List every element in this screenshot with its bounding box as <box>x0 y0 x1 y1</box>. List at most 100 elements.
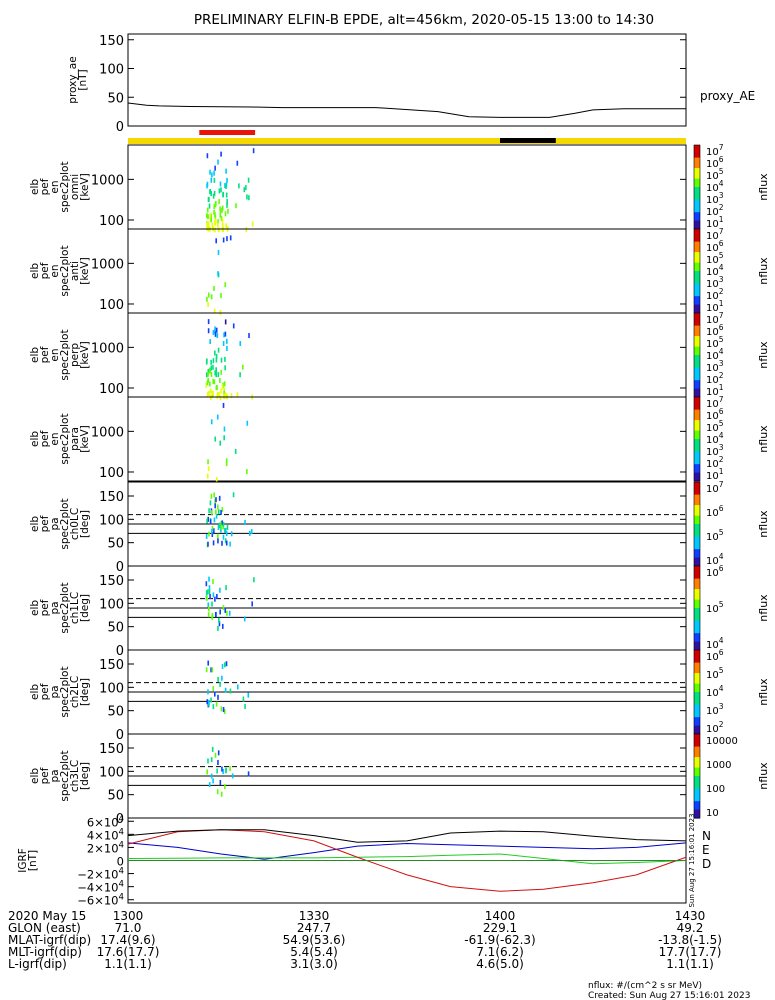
colorbar-segment <box>694 692 700 695</box>
flux-pixel <box>224 282 227 288</box>
colorbar-tick-label: 10000 <box>706 736 738 747</box>
flux-pixel <box>209 189 211 195</box>
flux-pixel <box>219 212 222 218</box>
colorbar-segment <box>694 399 700 402</box>
flux-pixel <box>206 595 208 601</box>
flux-pixel <box>206 518 208 524</box>
colorbar-segment <box>694 182 700 186</box>
colorbar-segment <box>694 226 700 230</box>
flux-pixel <box>248 195 250 201</box>
colorbar-segment <box>694 466 700 469</box>
flux-pixel <box>219 378 221 384</box>
time-axis-value: 1300 <box>113 909 144 923</box>
y-tick-label: 0 <box>116 120 124 135</box>
flux-pixel <box>210 493 213 499</box>
flux-pixel <box>222 605 225 611</box>
spectrogram-panel-8: 10000 1000 100 10 nflux 150 100 50 0 elbpefpaspec… <box>29 733 770 827</box>
flux-pixel <box>210 757 213 763</box>
time-axis-row-label: MLT-igrf(dip) <box>8 945 82 959</box>
flux-pixel <box>214 326 216 332</box>
flux-pixel <box>224 356 226 362</box>
colorbar-segment <box>694 313 700 316</box>
colorbar-tick-label: 107 <box>706 311 724 326</box>
colorbar-segment <box>694 382 700 385</box>
flux-pixel <box>220 509 222 515</box>
colorbar-segment <box>694 782 700 785</box>
flux-pixel <box>217 219 219 225</box>
flux-pixel <box>213 170 215 176</box>
colorbar-segment <box>694 685 700 689</box>
flux-pixel <box>219 780 222 786</box>
colorbar-segment <box>694 296 700 299</box>
flux-pixel <box>222 393 225 399</box>
spectrogram-ylabel-line: pef <box>39 515 51 532</box>
colorbar-segment <box>694 388 700 392</box>
flux-pixel <box>232 492 235 498</box>
igrf-ylabel-line: IGRF <box>17 848 29 873</box>
spectrogram-ylabel-line: pa <box>49 601 61 614</box>
colorbar-segment <box>694 367 700 371</box>
colorbar-segment <box>694 729 700 733</box>
colorbar-segment <box>694 195 700 199</box>
y-tick-label: 6×104 <box>87 814 124 829</box>
flux-pixel <box>222 707 225 713</box>
colorbar-tick-label: 102 <box>706 287 724 302</box>
flux-pixel <box>215 327 218 333</box>
colorbar-segment <box>694 363 700 367</box>
colorbar-tick-label: 103 <box>706 443 724 458</box>
colorbar-tick-label: 102 <box>706 455 724 470</box>
flux-pixel <box>205 533 208 539</box>
colorbar-segment <box>694 262 700 266</box>
flux-pixel <box>223 390 225 396</box>
colorbar-segment <box>694 549 700 552</box>
y-tick-label: 1000 <box>91 257 124 272</box>
colorbar-segment <box>694 418 700 421</box>
spectrogram-panel-5: 107 106 105 104 nflux 150 100 50 0 elbpefpaspec2p… <box>29 480 770 575</box>
colorbar-segment <box>694 536 700 540</box>
spectrogram-ylabel-line: pef <box>39 178 51 195</box>
colorbar-segment <box>694 327 700 331</box>
spectrogram-ylabel-line: para <box>69 427 81 451</box>
colorbar-segment <box>694 260 700 264</box>
colorbar-segment <box>694 578 700 582</box>
y-tick-label: 150 <box>99 574 124 589</box>
colorbar-segment <box>694 618 700 622</box>
flux-pixel <box>215 238 217 244</box>
colorbar-tick-label: 101 <box>706 467 724 482</box>
colorbar-tick-label: 106 <box>706 504 724 519</box>
colorbar-segment <box>694 189 700 192</box>
flux-pixel <box>221 507 224 513</box>
colorbar-tick-label: 107 <box>706 227 724 242</box>
flux-pixel <box>210 213 212 219</box>
flux-pixel <box>224 392 227 398</box>
colorbar-segment <box>694 605 700 609</box>
colorbar-segment <box>694 449 700 453</box>
colorbar-segment <box>694 428 700 432</box>
y-tick-label: 150 <box>99 490 124 505</box>
spectrogram-ylabel-line: elb <box>29 768 41 784</box>
flux-pixel <box>208 699 210 705</box>
flux-pixel <box>209 500 212 506</box>
colorbar-segment <box>694 532 700 536</box>
colorbar-segment <box>694 256 700 259</box>
colorbar-tick-label: 107 <box>706 395 724 410</box>
colorbar-segment <box>694 503 700 506</box>
colorbar-segment <box>694 593 700 596</box>
spectrogram-panel-6: 106 105 104 nflux 150 100 50 0 elbpefpaspec2plot… <box>29 564 770 659</box>
colorbar-segment <box>694 517 700 521</box>
colorbar-tick-label: 106 <box>706 155 724 170</box>
colorbar-segment <box>694 654 700 657</box>
flux-pixel <box>208 531 210 537</box>
colorbar-segment <box>694 390 700 394</box>
colorbar-segment <box>694 430 700 434</box>
flux-pixel <box>211 601 213 607</box>
colorbar-segment <box>694 677 700 680</box>
flux-pixel <box>221 766 223 772</box>
flux-pixel <box>248 530 251 536</box>
colorbar-segment <box>694 239 700 243</box>
flux-pixel <box>221 540 223 546</box>
colorbar-segment <box>694 369 700 373</box>
time-axis-value: 1.1(1.1) <box>104 957 152 971</box>
